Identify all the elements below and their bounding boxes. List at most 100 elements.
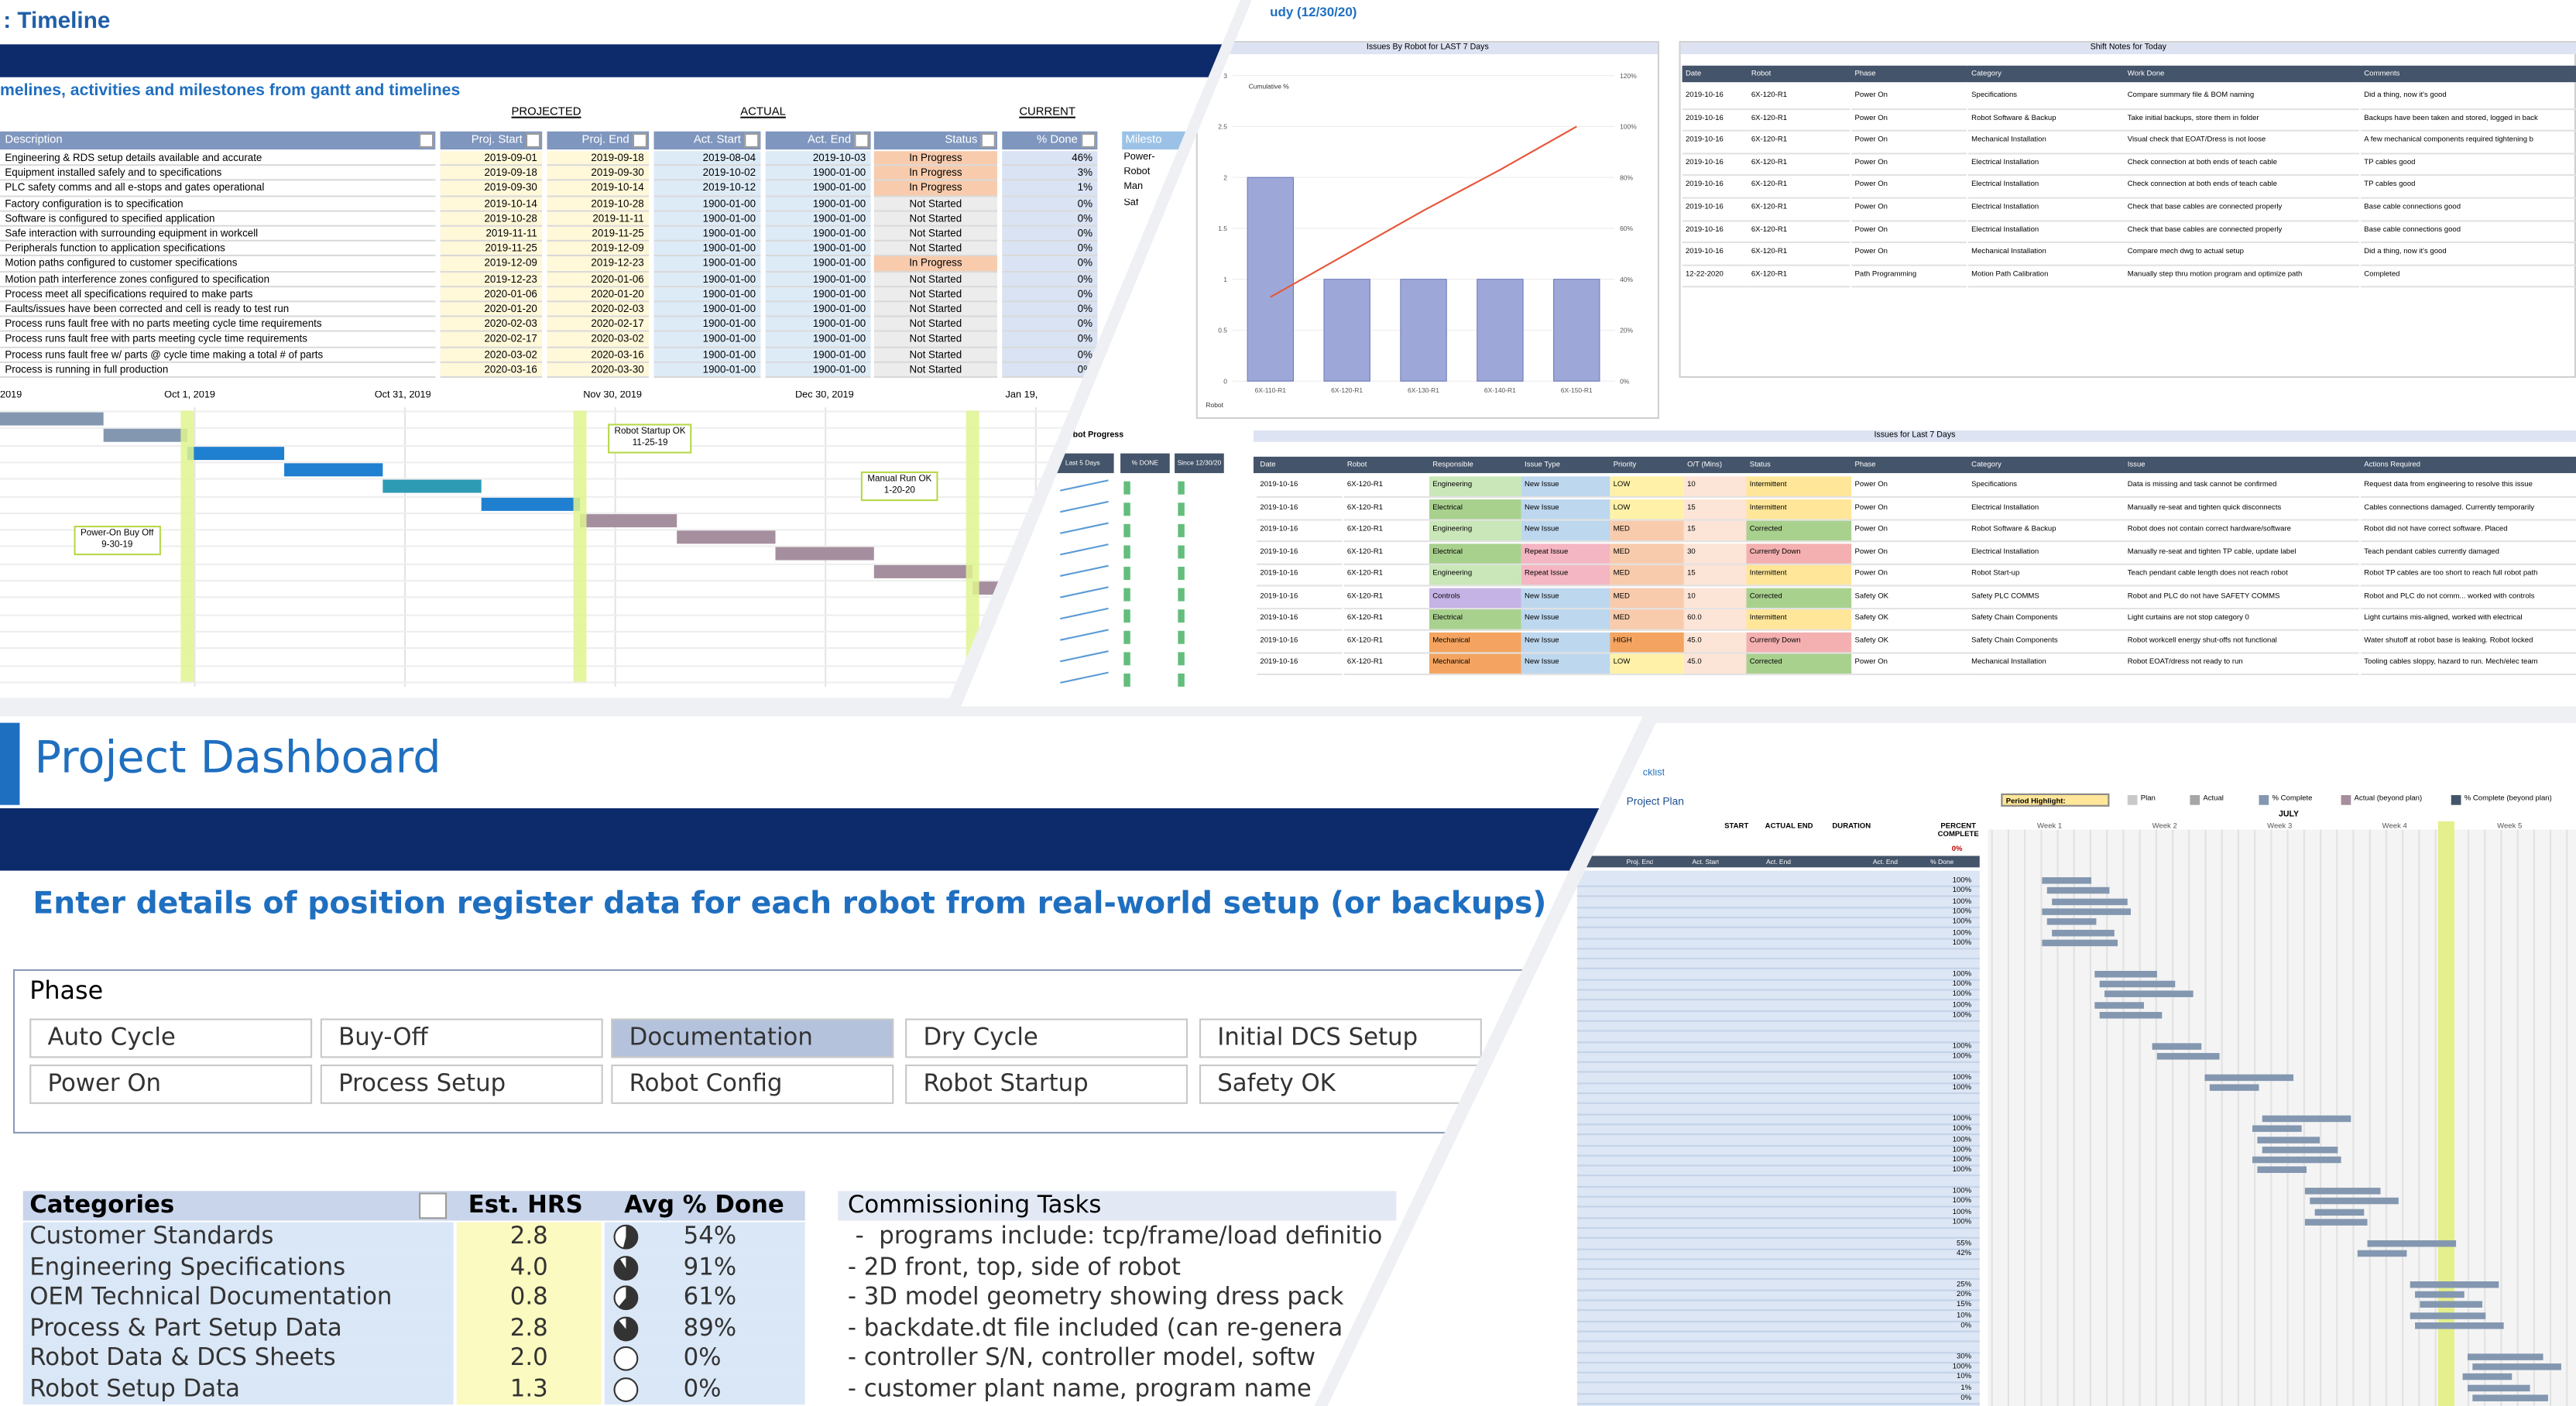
milestone-callout: Robot Startup OK 11-25-19 [608, 424, 693, 454]
table-cell: 1900-01-00 [765, 317, 871, 333]
phase-button[interactable]: Process Setup [320, 1064, 603, 1104]
issues-cell: Power On [1851, 520, 1968, 543]
plan-header: ACTUAL END [1765, 821, 1813, 830]
table-cell: Not Started [873, 226, 997, 242]
table-cell: 2019-12-09 [547, 242, 650, 257]
plan-row-line [1576, 1392, 1980, 1394]
table-cell: Motion paths configured to customer spec… [0, 256, 436, 273]
table-cell: 2019-12-23 [440, 272, 543, 287]
issues-cell: Electrical Installation [1967, 498, 2125, 520]
gantt-day-line [2352, 829, 2355, 1406]
phase-button[interactable]: Initial DCS Setup [1199, 1018, 1482, 1058]
dashboard-title: Project Dashboard [34, 732, 441, 784]
sparkline [1060, 671, 1109, 684]
plan-pct: 100% [1952, 1362, 1972, 1370]
gantt-day-line [2550, 829, 2552, 1406]
progress-bar [1123, 502, 1130, 516]
plan-bar [2046, 887, 2110, 894]
gantt-day-line [2139, 829, 2141, 1406]
phase-button[interactable]: Safety OK [1199, 1064, 1482, 1104]
progress-pie [613, 1346, 639, 1371]
category-name: Customer Standards [22, 1222, 454, 1253]
phase-button[interactable]: Robot Startup [905, 1064, 1189, 1104]
issues-cell: MED [1610, 543, 1684, 564]
plan-pct: 100% [1952, 1123, 1972, 1133]
shift-cell: Base cable connections good [2361, 199, 2576, 221]
task-item: - controller S/N, controller model, soft… [847, 1345, 1316, 1372]
y2-tick-label: 100% [1620, 123, 1637, 131]
phase-button[interactable]: Power On [29, 1064, 313, 1104]
phase-button[interactable]: Dry Cycle [905, 1018, 1189, 1058]
table-cell: Process meet all specifications required… [0, 286, 436, 303]
plan-row-line [1576, 896, 1980, 898]
phase-button[interactable]: Buy-Off [320, 1018, 603, 1058]
plan-row-line [1576, 1237, 1980, 1240]
plan-colheader: Act. Start [1692, 857, 1720, 866]
sparkline [1060, 629, 1109, 641]
table-cell: 0% [1002, 286, 1098, 303]
phase-button[interactable]: Documentation [611, 1018, 894, 1058]
phase-button[interactable]: Auto Cycle [29, 1018, 313, 1058]
plan-row-line [1576, 1030, 1980, 1032]
plan-colheader: Act. End [1765, 857, 1792, 866]
shift-header: Date [1682, 65, 1748, 83]
issues-cell: Tooling cables sloppy, hazard to run. Me… [2361, 653, 2576, 676]
issues-cell: Intermittent [1746, 498, 1852, 520]
table-cell: 1900-01-00 [653, 332, 761, 348]
gantt-day-line [2106, 829, 2108, 1406]
milestone-bar [180, 410, 194, 682]
plan-row-line [1576, 1371, 1980, 1374]
shift-cell: 6X-120-R1 [1748, 221, 1851, 244]
shift-cell: 12-22-2020 [1682, 266, 1748, 289]
cumulative-line [1270, 125, 1577, 298]
plan-pct: 100% [1952, 1185, 1972, 1195]
plan-bar [2357, 1250, 2407, 1257]
issues-cell: 2019-10-16 [1257, 631, 1343, 653]
legend-label: % Complete [2272, 793, 2313, 802]
plan-row-line [1576, 1103, 1980, 1105]
gantt-day-line [2122, 829, 2125, 1406]
table-cell: 1900-01-00 [765, 362, 871, 378]
gantt-day-line [2155, 829, 2157, 1406]
gantt-day-line [2188, 829, 2190, 1406]
gantt-bar [0, 412, 103, 426]
plan-pct: 100% [1952, 1072, 1972, 1081]
issues-cell: Request data from engineering to resolve… [2361, 476, 2576, 498]
gantt-bar [102, 429, 187, 443]
plan-table-bg [1576, 870, 1980, 1406]
y2-tick-label: 0% [1620, 377, 1630, 385]
milestone-date: 9-30-19 [101, 540, 133, 550]
gantt-bar [677, 530, 776, 544]
shift-cell: Manually step thru motion program and op… [2124, 266, 2359, 289]
issues-cell: Electrical [1429, 609, 1521, 631]
plan-pct: 100% [1952, 989, 1972, 998]
table-cell: Process runs fault free with no parts me… [0, 317, 436, 333]
phase-button[interactable]: Robot Config [611, 1064, 894, 1104]
legend-swatch [2127, 794, 2138, 805]
table-cell: In Progress [873, 151, 997, 166]
issues-cell: Safety Chain Components [1967, 631, 2125, 653]
issues-title: Issues for Last 7 Days [1253, 430, 2576, 442]
issues-cell: 6X-120-R1 [1343, 653, 1429, 676]
categories-header-bg [22, 1191, 805, 1221]
plan-row-line [1576, 989, 1980, 991]
table-cell: 0% [1002, 332, 1098, 348]
column-header: Proj. End [547, 131, 650, 150]
shift-cell: Electrical Installation [1967, 199, 2125, 221]
issues-cell: Water shutoff at robot base is leaking. … [2361, 631, 2576, 653]
plan-row-line [1576, 1340, 1980, 1343]
gantt-day-line [2418, 829, 2420, 1406]
shift-cell: Compare mech dwg to actual setup [2124, 243, 2359, 266]
plan-row-line [1576, 1309, 1980, 1312]
legend-swatch [2259, 794, 2269, 805]
categories-header: Categories [29, 1192, 175, 1219]
shift-cell: Specifications [1967, 87, 2125, 110]
milestone-date: 11-25-19 [632, 438, 668, 449]
pie-ring [613, 1346, 639, 1371]
table-cell: 2019-11-25 [547, 226, 650, 242]
plan-bar [2046, 918, 2097, 925]
issues-cell: New Issue [1521, 631, 1610, 653]
gantt-day-line [2221, 829, 2223, 1406]
table-cell: Peripherals function to application spec… [0, 242, 436, 257]
progress-bar [1178, 652, 1185, 666]
